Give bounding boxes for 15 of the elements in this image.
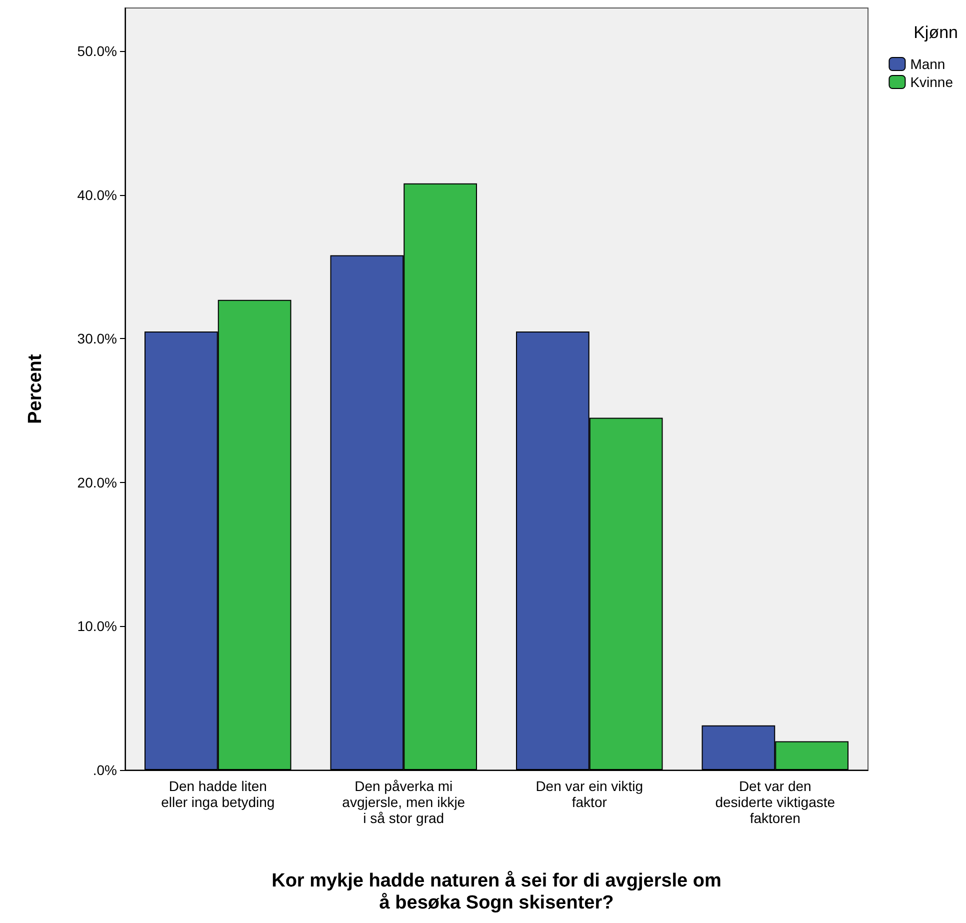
- y-tick-label: 50.0%: [77, 43, 117, 60]
- y-tick-label: 10.0%: [77, 618, 117, 634]
- y-tick-label: .0%: [92, 762, 117, 778]
- y-tick-label: 20.0%: [77, 474, 117, 490]
- y-tick-label: 30.0%: [77, 330, 117, 347]
- x-tick-label: Det var den desiderte viktigaste faktoren: [715, 778, 836, 826]
- y-tick-label: 40.0%: [77, 186, 117, 203]
- legend-title: Kjønn: [914, 23, 958, 42]
- y-axis-title: Percent: [25, 353, 46, 424]
- legend-label: Mann: [910, 56, 946, 72]
- x-tick-label: Den var ein viktig faktor: [536, 778, 644, 810]
- legend-label: Kvinne: [910, 74, 954, 90]
- x-axis-title: Kor mykje hadde naturen å sei for di avgjersle om å besøka Sogn skisenter?: [272, 870, 722, 914]
- x-tick-label: Den hadde liten eller inga betyding: [161, 778, 275, 810]
- x-tick-label: Den påverka mi avgjersle, men ikkje i så stor grad: [342, 778, 466, 826]
